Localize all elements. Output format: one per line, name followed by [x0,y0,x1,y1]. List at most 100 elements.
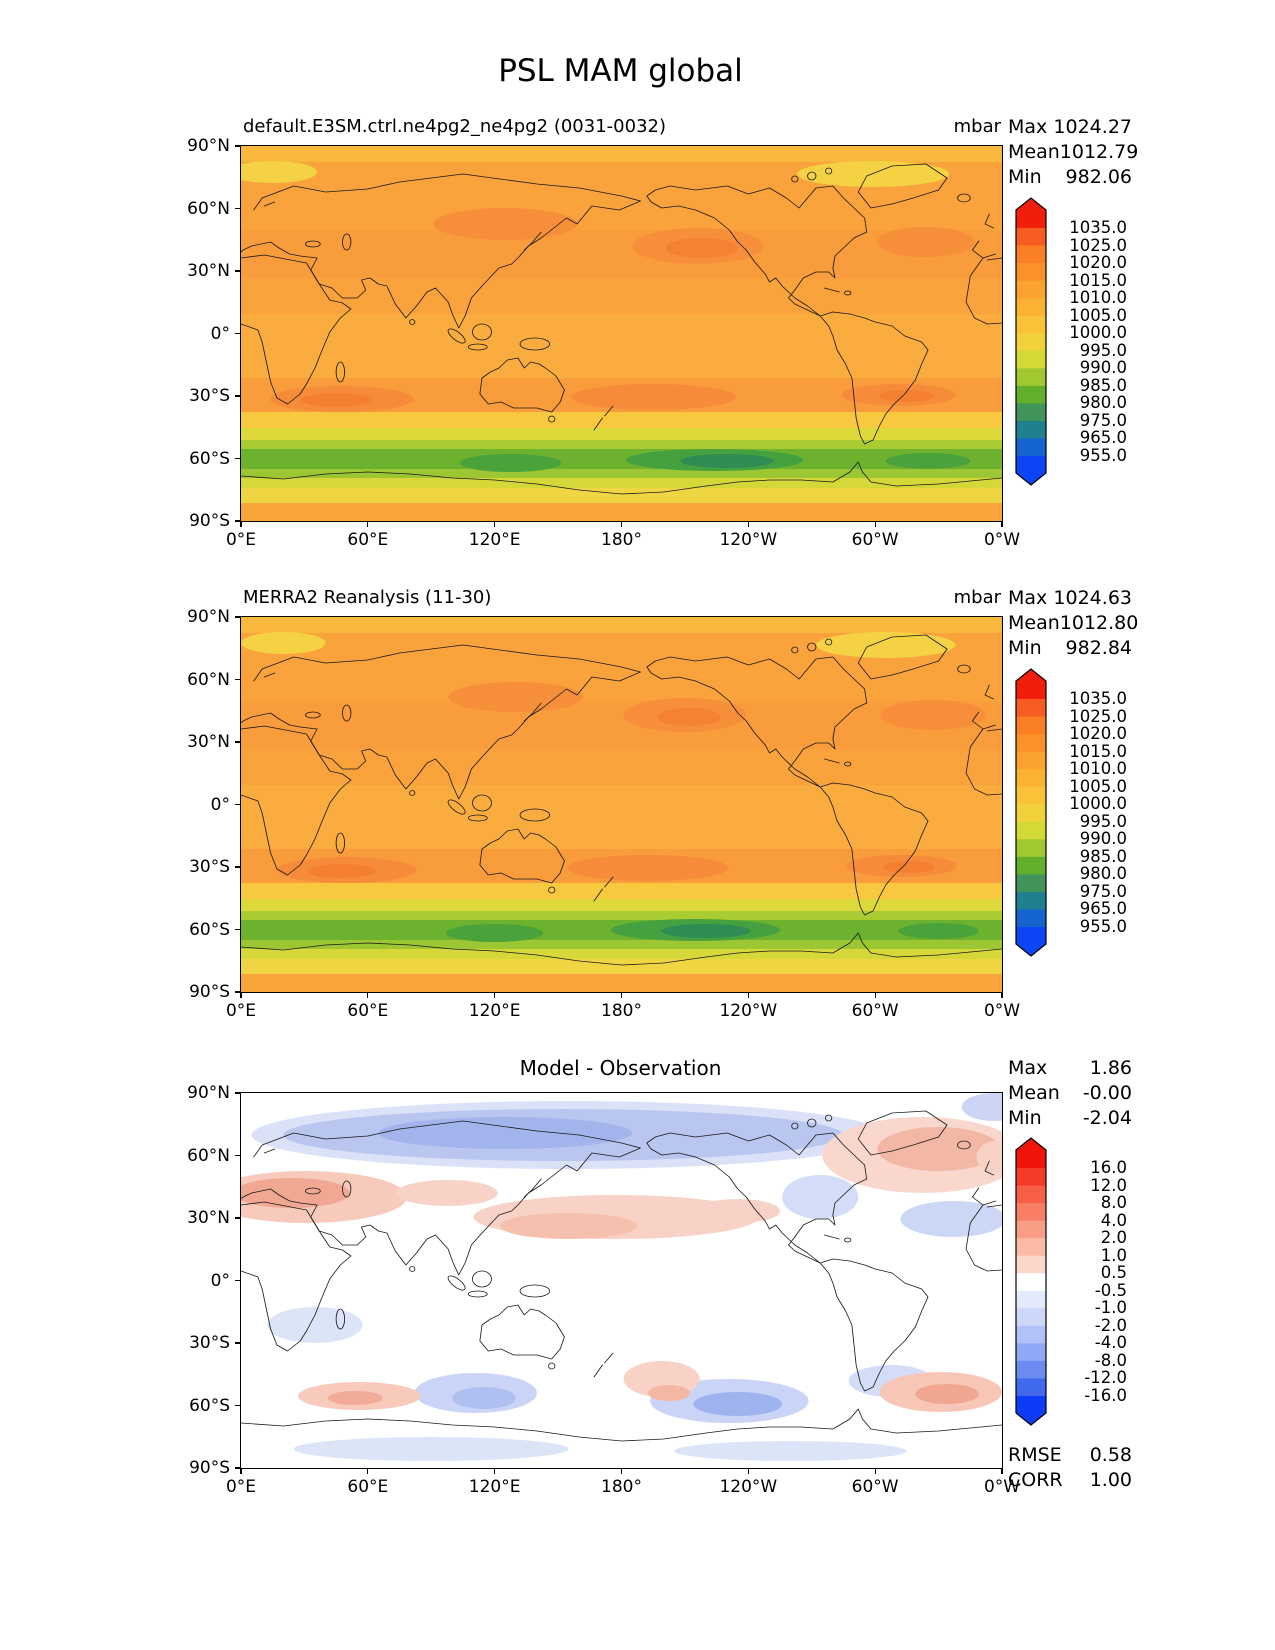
x-tick-label: 120°W [719,1477,778,1497]
y-tick-label: 0° [210,1270,230,1291]
y-tick-mark [235,457,241,460]
x-tick-mark [874,992,876,998]
y-tick-mark [235,1342,241,1344]
x-tick-label: 0°W [983,1477,1021,1497]
colorbar-tick-label: 4.0 [1100,1210,1127,1230]
x-tick-label: 60°W [851,1001,899,1021]
panel-title-diff: Model - Observation [519,1056,722,1080]
y-tick-mark [235,991,241,993]
colorbar-tick-label: -2.0 [1094,1315,1127,1335]
y-tick-label: 0° [210,323,230,344]
x-tick-label: 120°E [468,1477,521,1497]
y-tick-label: 90°N [187,136,230,156]
colorbar-tick-label: 1035.0 [1069,689,1127,708]
x-tick-mark [1001,992,1003,998]
y-tick-mark [235,145,241,147]
colorbar-tick-label: 955.0 [1079,445,1127,465]
colorbar-tick-label: -12.0 [1084,1368,1127,1388]
stat-row: Max 1024.63 [1008,586,1132,611]
colorbar-tick-label: -4.0 [1094,1333,1127,1353]
map-model-plot [241,146,1002,521]
stats-diff: Max 1.86 Mean -0.00 Min -2.04 [1008,1056,1132,1131]
colorbar-tick-label: 975.0 [1079,881,1127,901]
x-tick-label: 60°W [851,530,899,550]
x-tick-mark [1001,521,1003,527]
x-tick-mark [240,1468,242,1474]
colorbar-tick-label: 1020.0 [1069,724,1127,744]
colorbar-tick-label: 12.0 [1090,1175,1127,1195]
x-tick-label: 180° [601,1477,642,1497]
y-tick-label: 30°N [187,261,230,281]
colorbar-tick-label: 965.0 [1079,899,1127,919]
stat-row: Mean 1012.79 [1008,140,1138,165]
colorbar-tick-label: -16.0 [1084,1385,1127,1405]
colorbar-tick-label: 1020.0 [1069,253,1127,273]
colorbar-graphic [1015,1137,1047,1426]
colorbar-tick-label: 965.0 [1079,428,1127,448]
y-tick-label: 30°S [189,1333,230,1353]
units-label-obs: mbar [953,587,1001,608]
metric-value: 1.00 [1089,1469,1132,1491]
colorbar-tick-label: 980.0 [1079,393,1127,413]
x-tick-mark [747,992,749,998]
stats-obs: Max 1024.63 Mean 1012.80 Min 982.84 [1008,586,1138,661]
x-tick-mark [620,521,623,527]
y-tick-label: 60°N [187,669,230,690]
x-tick-mark [240,992,242,998]
x-tick-label: 60°E [347,530,389,550]
x-tick-mark [747,1468,749,1474]
x-tick-mark [494,1468,496,1474]
y-tick-label: 90°N [187,1083,230,1103]
colorbar-tick-label: 990.0 [1079,358,1127,378]
x-tick-mark [367,992,369,998]
stat-value: 982.84 [1065,637,1132,659]
colorbar-tick-label: 1000.0 [1069,323,1127,343]
x-tick-label: 0°W [983,1001,1021,1021]
stat-row: Min -2.04 [1008,1106,1132,1131]
colorbar-tick-label: 1015.0 [1069,741,1127,761]
stat-value: -2.04 [1082,1107,1132,1129]
colorbar-tick-label: 8.0 [1100,1193,1127,1213]
x-tick-label: 60°W [851,1477,899,1497]
stat-row: Mean 1012.80 [1008,611,1138,636]
colorbar-tick-label: 16.0 [1090,1158,1127,1177]
metric-label: CORR [1008,1469,1063,1491]
stat-value: 1012.79 [1059,141,1139,163]
colorbar-tick-label: 995.0 [1079,811,1127,831]
colorbar-tick-label: 955.0 [1079,916,1127,936]
stat-label: Mean [1008,612,1060,634]
stat-value: 1024.27 [1053,116,1132,138]
x-tick-label: 120°E [468,1001,521,1021]
y-tick-mark [235,616,241,618]
colorbar-diff: 16.0 12.0 8.0 4.0 2.0 1.0 0.5 -0.5 -1.0 -2.0 -4.0-… [1015,1137,1135,1431]
colorbar-tick-label: 1.0 [1100,1245,1127,1265]
x-tick-label: 120°W [719,1001,778,1021]
colorbar-obs: 1035.0 1025.0 1020.0 1015.0 1010.0 1005.0 1000… [1015,668,1135,962]
x-tick-label: 120°W [719,530,778,550]
y-tick-label: 30°S [189,386,230,406]
colorbar-tick-label: -8.0 [1094,1350,1127,1370]
map-diff-plot [241,1093,1002,1468]
y-tick-label: 90°S [189,1458,230,1478]
colorbar-tick-label: 1010.0 [1069,288,1127,308]
colorbar-tick-label: 975.0 [1079,410,1127,430]
y-tick-label: 30°S [189,857,230,877]
y-tick-mark [235,866,241,868]
y-tick-mark [235,803,241,806]
x-tick-label: 60°E [347,1001,389,1021]
colorbar-tick-label: 1010.0 [1069,759,1127,779]
colorbar-tick-label: 1035.0 [1069,218,1127,237]
y-tick-mark [235,1154,241,1157]
x-tick-label: 0°E [225,1001,257,1021]
stat-label: Max [1008,587,1048,609]
stat-row: Max 1.86 [1008,1056,1132,1081]
x-tick-label: 120°E [468,530,521,550]
stat-value: 1012.80 [1059,612,1139,634]
x-tick-mark [620,1468,623,1474]
x-tick-label: 180° [601,530,642,550]
x-tick-mark [874,1468,876,1474]
metric-label: RMSE [1008,1444,1062,1466]
stat-label: Mean [1008,1082,1060,1104]
metric-value: 0.58 [1089,1444,1132,1466]
map-diff: 0°E 60°E 120°E 180° 120°W 60°W 0°W 90°N 60°N 30°N… [187,1083,1020,1497]
